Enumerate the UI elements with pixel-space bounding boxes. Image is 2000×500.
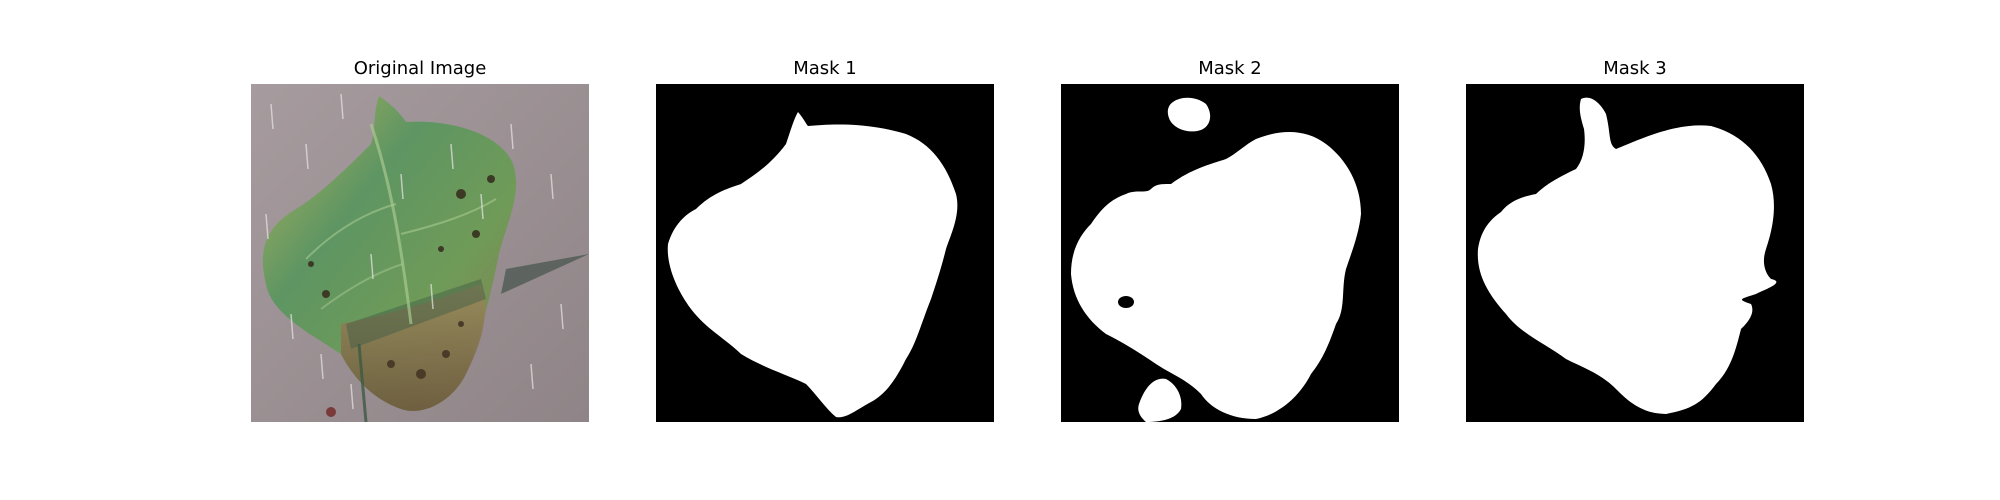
mask1-image [656, 84, 994, 422]
original-image-panel [251, 84, 589, 422]
mask2-panel [1061, 84, 1399, 422]
mask3-panel [1466, 84, 1804, 422]
panel-title-mask3: Mask 3 [1603, 58, 1667, 79]
mask1-panel [656, 84, 994, 422]
mask2-image [1061, 84, 1399, 422]
panel-title-mask2: Mask 2 [1198, 58, 1262, 79]
original-leaf-image [251, 84, 589, 422]
panel-title-original: Original Image [353, 58, 487, 79]
mask3-image [1466, 84, 1804, 422]
panel-title-mask1: Mask 1 [793, 58, 857, 79]
